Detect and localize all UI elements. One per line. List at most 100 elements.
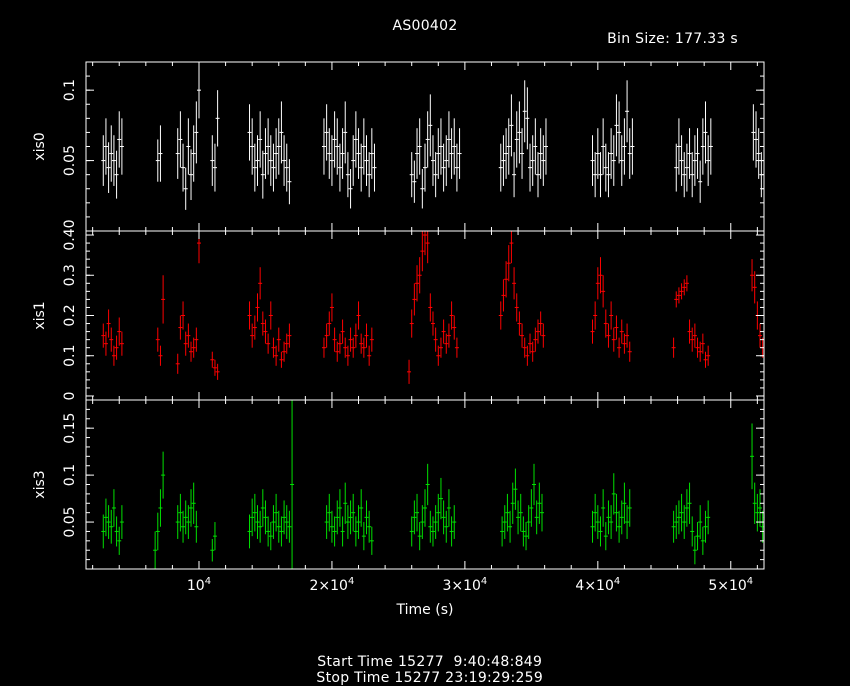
data-point <box>250 498 255 537</box>
data-point <box>106 309 111 338</box>
data-point <box>369 128 374 179</box>
data-point <box>321 118 326 175</box>
data-point <box>606 152 611 198</box>
data-point <box>252 493 257 532</box>
data-point <box>279 351 284 368</box>
data-point <box>514 293 519 322</box>
data-point <box>603 522 608 551</box>
data-point <box>266 118 271 175</box>
data-point <box>197 231 201 264</box>
data-point <box>103 498 108 537</box>
data-point <box>441 500 446 535</box>
data-point <box>601 275 606 308</box>
data-point <box>324 323 329 348</box>
data-point <box>454 143 459 192</box>
data-point <box>695 522 700 551</box>
data-point <box>687 319 692 344</box>
data-point <box>329 510 334 543</box>
data-point <box>284 143 289 192</box>
data-point <box>183 167 188 210</box>
data-point <box>750 423 755 490</box>
data-point <box>593 152 598 198</box>
data-point <box>513 468 518 510</box>
data-point <box>619 319 624 344</box>
data-point <box>337 333 342 354</box>
data-point <box>117 111 122 168</box>
data-point <box>690 516 695 547</box>
data-point <box>692 135 697 186</box>
data-point <box>676 118 681 175</box>
data-point <box>415 493 420 532</box>
data-point <box>706 135 711 186</box>
bin-size-label: Bin Size: 177.33 s <box>607 31 738 47</box>
data-point <box>777 338 781 358</box>
data-point <box>752 271 757 304</box>
data-point <box>617 101 622 164</box>
data-point <box>682 505 687 539</box>
data-point <box>348 327 353 352</box>
data-point <box>430 311 435 336</box>
data-point <box>674 291 679 308</box>
data-point <box>340 319 345 344</box>
data-point <box>329 293 334 322</box>
data-point <box>361 337 366 358</box>
data-point <box>528 333 533 354</box>
data-point <box>622 118 627 175</box>
data-point <box>766 516 770 546</box>
data-point <box>695 337 700 358</box>
data-point <box>260 311 265 336</box>
data-point <box>351 337 356 358</box>
data-point <box>692 536 697 565</box>
data-point <box>284 333 289 354</box>
data-point <box>274 493 279 532</box>
y-tick-label: 0.40 <box>62 219 78 250</box>
data-point <box>430 135 435 186</box>
data-point <box>364 323 369 348</box>
y-tick-label: 0.05 <box>62 145 78 176</box>
data-point <box>532 463 537 506</box>
start-time: Start Time 15277 9:40:48:849 <box>317 654 543 670</box>
data-point <box>276 118 281 175</box>
data-point <box>622 482 627 524</box>
data-point <box>752 482 757 524</box>
data-point <box>498 301 503 330</box>
data-point <box>255 135 260 186</box>
data-point <box>425 463 430 506</box>
y-axis-label: xis0 <box>32 132 48 160</box>
data-point <box>684 489 689 527</box>
data-point <box>189 341 194 362</box>
data-point <box>332 327 337 352</box>
data-point <box>343 482 348 524</box>
data-point <box>215 363 220 380</box>
data-point <box>428 94 433 157</box>
data-point <box>614 315 619 340</box>
data-point <box>449 301 454 330</box>
data-point <box>457 128 462 179</box>
data-point <box>617 337 622 358</box>
data-point <box>614 493 619 532</box>
data-point <box>617 510 622 543</box>
data-point <box>525 87 530 150</box>
data-point <box>517 101 522 164</box>
data-point <box>191 337 196 358</box>
data-point <box>252 315 257 340</box>
data-point <box>183 500 188 535</box>
data-point <box>359 333 364 354</box>
data-point <box>175 353 180 374</box>
data-point <box>420 231 425 272</box>
data-point <box>598 257 603 294</box>
data-point <box>282 135 287 186</box>
data-point <box>183 331 188 356</box>
data-point <box>335 118 340 175</box>
data-point <box>335 500 340 535</box>
data-point <box>690 327 695 352</box>
data-point <box>186 505 191 539</box>
data-point <box>412 160 417 203</box>
data-point <box>619 500 624 535</box>
data-point <box>181 143 186 192</box>
data-point <box>321 337 326 358</box>
data-point <box>210 351 215 368</box>
data-point <box>263 128 268 179</box>
data-point <box>593 493 598 532</box>
